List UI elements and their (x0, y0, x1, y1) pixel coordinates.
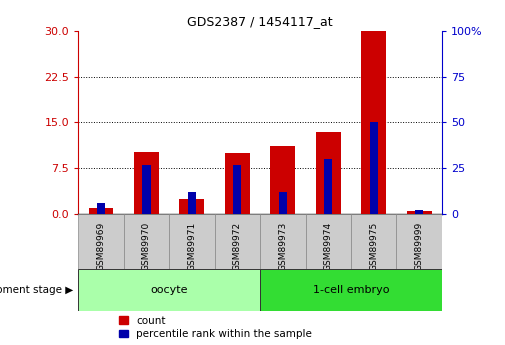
Text: GSM89974: GSM89974 (324, 222, 333, 271)
Title: GDS2387 / 1454117_at: GDS2387 / 1454117_at (187, 16, 333, 29)
Bar (134, 152, 159, 214)
Bar (361, 31, 386, 214)
Bar (124, 214, 169, 269)
Text: GSM89971: GSM89971 (187, 222, 196, 272)
Bar (215, 214, 260, 269)
Bar (306, 214, 351, 269)
Text: 1-cell embryo: 1-cell embryo (313, 285, 389, 295)
Bar (142, 165, 150, 214)
Bar (188, 192, 196, 214)
Bar (260, 214, 306, 269)
Text: oocyte: oocyte (150, 285, 188, 295)
Bar (370, 122, 378, 214)
Text: GSM89970: GSM89970 (142, 222, 151, 272)
Bar (225, 153, 250, 214)
Text: GSM89975: GSM89975 (369, 222, 378, 272)
Bar (179, 199, 205, 214)
Bar (233, 165, 241, 214)
Bar (78, 269, 260, 310)
Text: GSM89999: GSM89999 (415, 222, 424, 272)
Bar (415, 210, 423, 214)
Bar (78, 214, 124, 269)
Text: GSM89973: GSM89973 (278, 222, 287, 272)
Bar (260, 269, 442, 310)
Bar (270, 146, 295, 214)
Legend: count, percentile rank within the sample: count, percentile rank within the sample (120, 316, 312, 339)
Bar (351, 214, 396, 269)
Text: development stage ▶: development stage ▶ (0, 285, 73, 295)
Bar (324, 159, 332, 214)
Bar (407, 211, 432, 214)
Bar (279, 192, 287, 214)
Bar (88, 208, 114, 214)
Text: GSM89972: GSM89972 (233, 222, 242, 271)
Bar (316, 132, 341, 214)
Bar (169, 214, 215, 269)
Bar (396, 214, 442, 269)
Text: GSM89969: GSM89969 (96, 222, 106, 272)
Bar (97, 203, 105, 214)
